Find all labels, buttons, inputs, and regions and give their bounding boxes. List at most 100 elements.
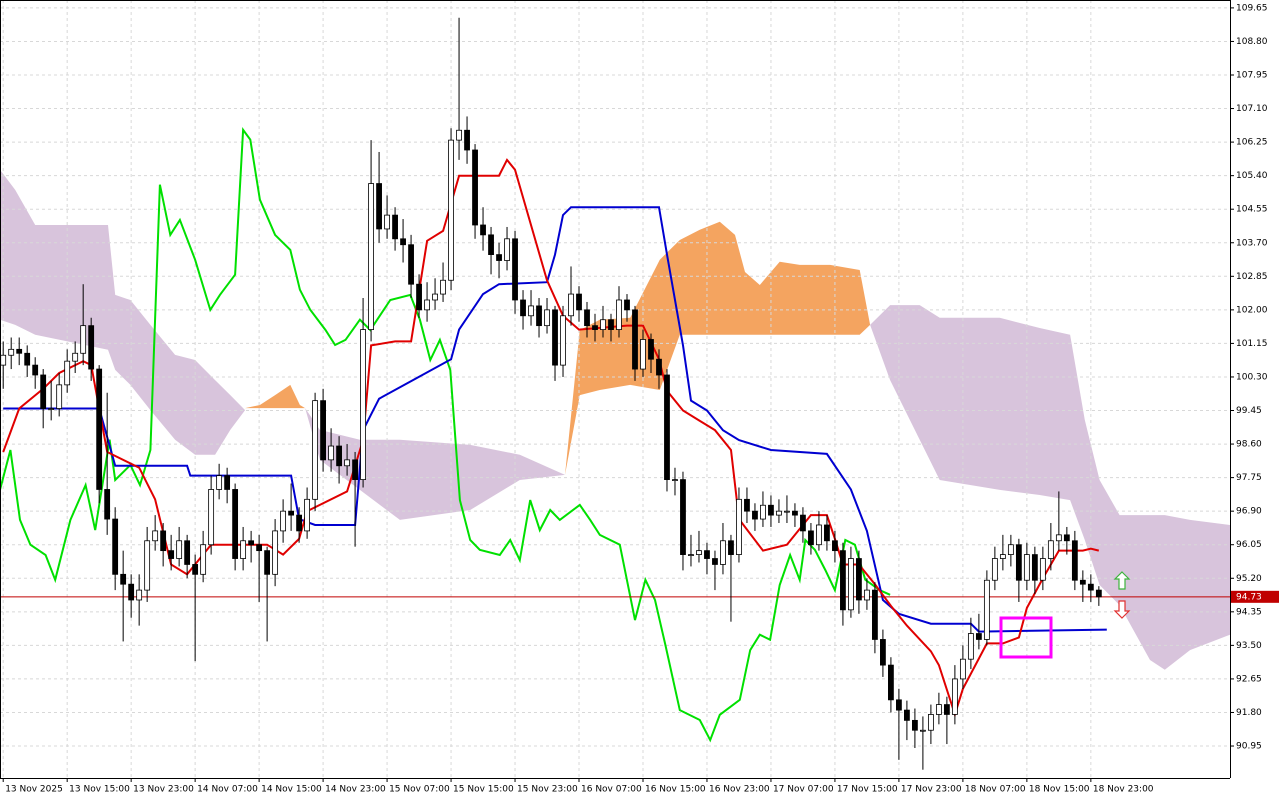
last-price-box	[1231, 590, 1279, 603]
candle-body	[256, 544, 263, 552]
candle-body	[32, 364, 39, 376]
candle-body	[520, 299, 526, 317]
x-tick-label: 14 Nov 23:00	[325, 785, 386, 795]
candle-body	[240, 540, 247, 559]
candle-body	[80, 325, 87, 354]
candle-body	[408, 244, 414, 285]
ichimoku-cloud	[0, 169, 246, 455]
candle-body	[816, 524, 822, 546]
candle-body	[488, 234, 494, 255]
y-tick-label: 107.95	[1236, 70, 1268, 80]
candle-body	[951, 678, 958, 715]
candle-body	[176, 540, 183, 559]
x-tick-label: 16 Nov 15:00	[645, 785, 706, 795]
y-tick-label: 92.65	[1236, 674, 1262, 684]
candle-body	[16, 348, 23, 354]
ichimoku-cloud	[305, 408, 565, 520]
y-tick-label: 104.55	[1236, 205, 1268, 215]
candle-body	[616, 299, 622, 330]
x-tick-label: 16 Nov 07:00	[581, 785, 642, 795]
candle-body	[975, 633, 982, 640]
candle-body	[856, 558, 862, 601]
candle-body	[224, 475, 231, 490]
candle-body	[480, 224, 486, 236]
candle-body	[1063, 534, 1070, 542]
candle-body	[0, 354, 7, 366]
candle-body	[344, 459, 350, 467]
candle-body	[584, 309, 590, 327]
candle-body	[464, 129, 470, 151]
x-tick-label: 18 Nov 23:00	[1093, 785, 1154, 795]
candle-body	[1031, 554, 1038, 581]
candle-body	[800, 514, 806, 532]
candle-body	[208, 489, 215, 546]
candle-body	[264, 550, 271, 575]
candle-body	[1071, 540, 1078, 581]
candle-body	[536, 305, 542, 327]
candle-body	[200, 544, 207, 575]
y-tick-label: 97.75	[1236, 473, 1262, 483]
candle-body	[872, 589, 878, 640]
candle-body	[592, 325, 598, 330]
candle-body	[304, 498, 311, 532]
candle-body	[576, 293, 582, 311]
y-tick-label: 100.30	[1236, 372, 1268, 382]
y-tick-label: 99.45	[1236, 406, 1262, 416]
candle-body	[967, 633, 974, 660]
candle-body	[272, 530, 279, 575]
candle-body	[983, 579, 990, 640]
plot-area	[0, 0, 1230, 778]
y-tick-label: 107.10	[1236, 104, 1268, 114]
candle-body	[696, 550, 702, 555]
x-tick-label: 13 Nov 2025	[5, 785, 63, 795]
y-tick-label: 102.00	[1236, 305, 1268, 315]
y-tick-label: 102.85	[1236, 272, 1268, 282]
candle-body	[888, 664, 894, 701]
candle-body	[328, 445, 334, 461]
y-tick-label: 106.25	[1236, 138, 1268, 148]
candle-body	[424, 299, 430, 311]
candle-body	[560, 315, 566, 366]
candle-body	[864, 589, 870, 601]
x-tick-label: 15 Nov 15:00	[453, 785, 514, 795]
candle-body	[896, 699, 902, 711]
candle-body	[728, 540, 734, 555]
candle-body	[88, 325, 95, 370]
candle-body	[8, 348, 15, 356]
candle-body	[848, 558, 854, 611]
candle-body	[720, 540, 726, 565]
candle-body	[904, 709, 910, 721]
x-tick-label: 18 Nov 07:00	[965, 785, 1026, 795]
candle-body	[943, 704, 950, 715]
candle-body	[168, 550, 175, 559]
y-tick-label: 95.20	[1236, 574, 1262, 584]
candle-body	[999, 554, 1006, 559]
candle-body	[184, 540, 191, 565]
candle-body	[512, 238, 518, 301]
candle-body	[919, 729, 926, 732]
candle-body	[432, 293, 438, 301]
candle-body	[656, 358, 662, 376]
candle-body	[136, 589, 143, 601]
candle-body	[56, 384, 63, 409]
candle-body	[608, 319, 614, 330]
candle-body	[832, 540, 838, 552]
candle-body	[600, 319, 606, 330]
candle-body	[752, 510, 758, 520]
candle-body	[760, 504, 766, 520]
candle-body	[160, 530, 167, 552]
x-tick-label: 13 Nov 23:00	[133, 785, 194, 795]
candle-body	[120, 573, 127, 585]
x-tick-label: 15 Nov 07:00	[389, 785, 450, 795]
candle-body	[927, 714, 934, 731]
candle-body	[792, 510, 798, 516]
candle-body	[704, 550, 710, 559]
candle-body	[568, 293, 574, 317]
candle-body	[1007, 544, 1014, 555]
candle-body	[808, 530, 814, 546]
candle-body	[496, 254, 502, 261]
y-tick-label: 105.40	[1236, 171, 1268, 181]
candle-body	[1023, 554, 1030, 581]
candle-body	[144, 540, 151, 591]
candle-body	[648, 339, 654, 360]
